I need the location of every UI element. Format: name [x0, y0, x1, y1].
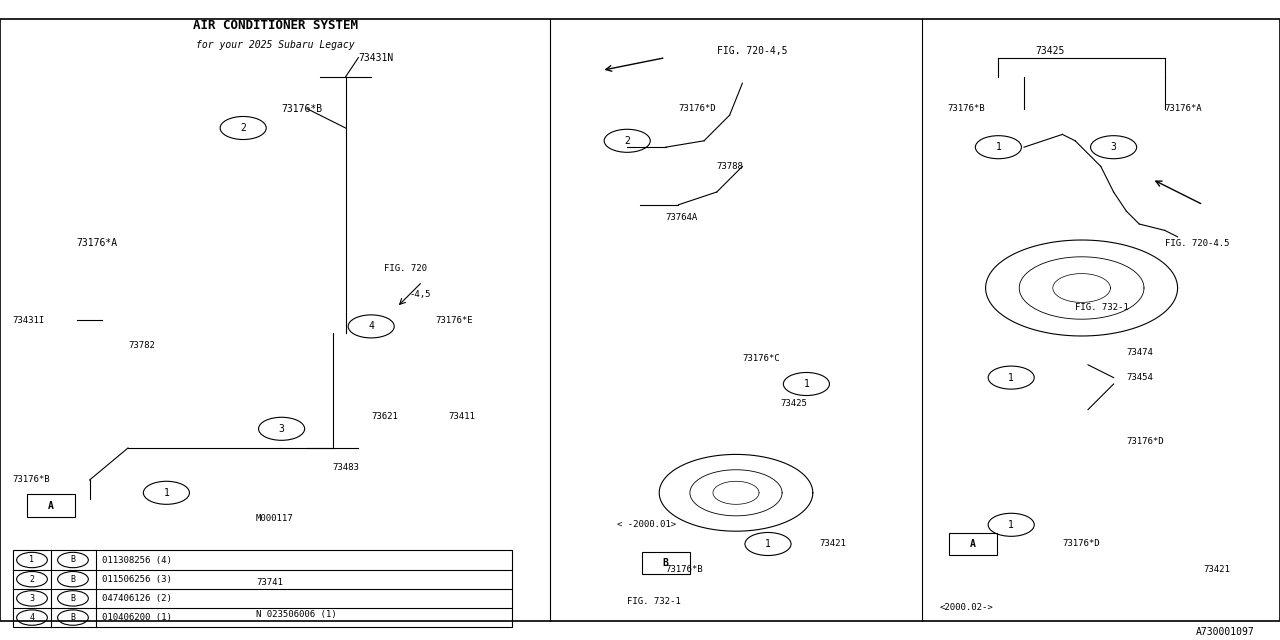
Text: 73741: 73741 — [256, 578, 283, 587]
Text: 73176*D: 73176*D — [678, 104, 716, 113]
Text: 3: 3 — [29, 594, 35, 603]
Text: N 023506006 (1): N 023506006 (1) — [256, 610, 337, 619]
Text: FIG. 720-4.5: FIG. 720-4.5 — [1165, 239, 1229, 248]
Text: 4: 4 — [369, 321, 374, 332]
Text: FIG. 732-1: FIG. 732-1 — [627, 597, 681, 606]
Text: 047406126 (2): 047406126 (2) — [102, 594, 173, 603]
Text: FIG. 732-1: FIG. 732-1 — [1075, 303, 1129, 312]
Text: 73782: 73782 — [128, 341, 155, 350]
Text: B: B — [70, 556, 76, 564]
Text: 3: 3 — [279, 424, 284, 434]
Text: A: A — [49, 500, 54, 511]
Text: 2: 2 — [625, 136, 630, 146]
Text: B: B — [70, 613, 76, 622]
Text: 73764A: 73764A — [666, 213, 698, 222]
Text: B: B — [70, 594, 76, 603]
Text: 73474: 73474 — [1126, 348, 1153, 356]
Text: 73176*A: 73176*A — [1165, 104, 1202, 113]
Text: 73176*D: 73176*D — [1062, 540, 1100, 548]
Text: B: B — [70, 575, 76, 584]
Text: 1: 1 — [164, 488, 169, 498]
Text: 73431I: 73431I — [13, 316, 45, 324]
Text: 73421: 73421 — [819, 540, 846, 548]
Text: 2: 2 — [29, 575, 35, 584]
Text: 2: 2 — [241, 123, 246, 133]
Text: M000117: M000117 — [256, 514, 293, 523]
Text: 73411: 73411 — [448, 412, 475, 420]
Text: -4,5: -4,5 — [410, 290, 431, 299]
Text: 1: 1 — [1009, 372, 1014, 383]
Text: 73176*B: 73176*B — [947, 104, 984, 113]
Bar — [13, 550, 512, 627]
Text: 73425: 73425 — [1036, 46, 1064, 56]
Text: 73176*B: 73176*B — [666, 565, 703, 574]
Text: 73621: 73621 — [371, 412, 398, 420]
Text: A730001097: A730001097 — [1196, 627, 1254, 637]
Text: 011308256 (4): 011308256 (4) — [102, 556, 173, 564]
Text: 73176*A: 73176*A — [77, 238, 118, 248]
Text: 73788: 73788 — [717, 162, 744, 171]
Text: A: A — [970, 539, 975, 549]
Text: 010406200 (1): 010406200 (1) — [102, 613, 173, 622]
Text: 73176*E: 73176*E — [435, 316, 472, 324]
Text: 011506256 (3): 011506256 (3) — [102, 575, 173, 584]
Text: for your 2025 Subaru Legacy: for your 2025 Subaru Legacy — [196, 40, 355, 50]
Text: 4: 4 — [29, 613, 35, 622]
Text: 73421: 73421 — [1203, 565, 1230, 574]
Text: 1: 1 — [804, 379, 809, 389]
Text: 1: 1 — [1009, 520, 1014, 530]
Text: AIR CONDITIONER SYSTEM: AIR CONDITIONER SYSTEM — [193, 19, 357, 32]
Text: 73176*D: 73176*D — [1126, 437, 1164, 446]
Text: B: B — [663, 558, 668, 568]
Text: FIG. 720: FIG. 720 — [384, 264, 428, 273]
Text: 1: 1 — [996, 142, 1001, 152]
Text: 1: 1 — [765, 539, 771, 549]
Text: 73176*C: 73176*C — [742, 354, 780, 363]
Text: <2000.02->: <2000.02-> — [940, 604, 993, 612]
Text: 3: 3 — [1111, 142, 1116, 152]
Text: 73176*B: 73176*B — [13, 476, 50, 484]
Text: 73425: 73425 — [781, 399, 808, 408]
Text: 73176*B: 73176*B — [282, 104, 323, 114]
Text: FIG. 720-4,5: FIG. 720-4,5 — [717, 46, 787, 56]
Text: 73431N: 73431N — [358, 52, 394, 63]
Text: 73483: 73483 — [333, 463, 360, 472]
Text: < -2000.01>: < -2000.01> — [617, 520, 676, 529]
Text: 73454: 73454 — [1126, 373, 1153, 382]
Text: 1: 1 — [29, 556, 35, 564]
